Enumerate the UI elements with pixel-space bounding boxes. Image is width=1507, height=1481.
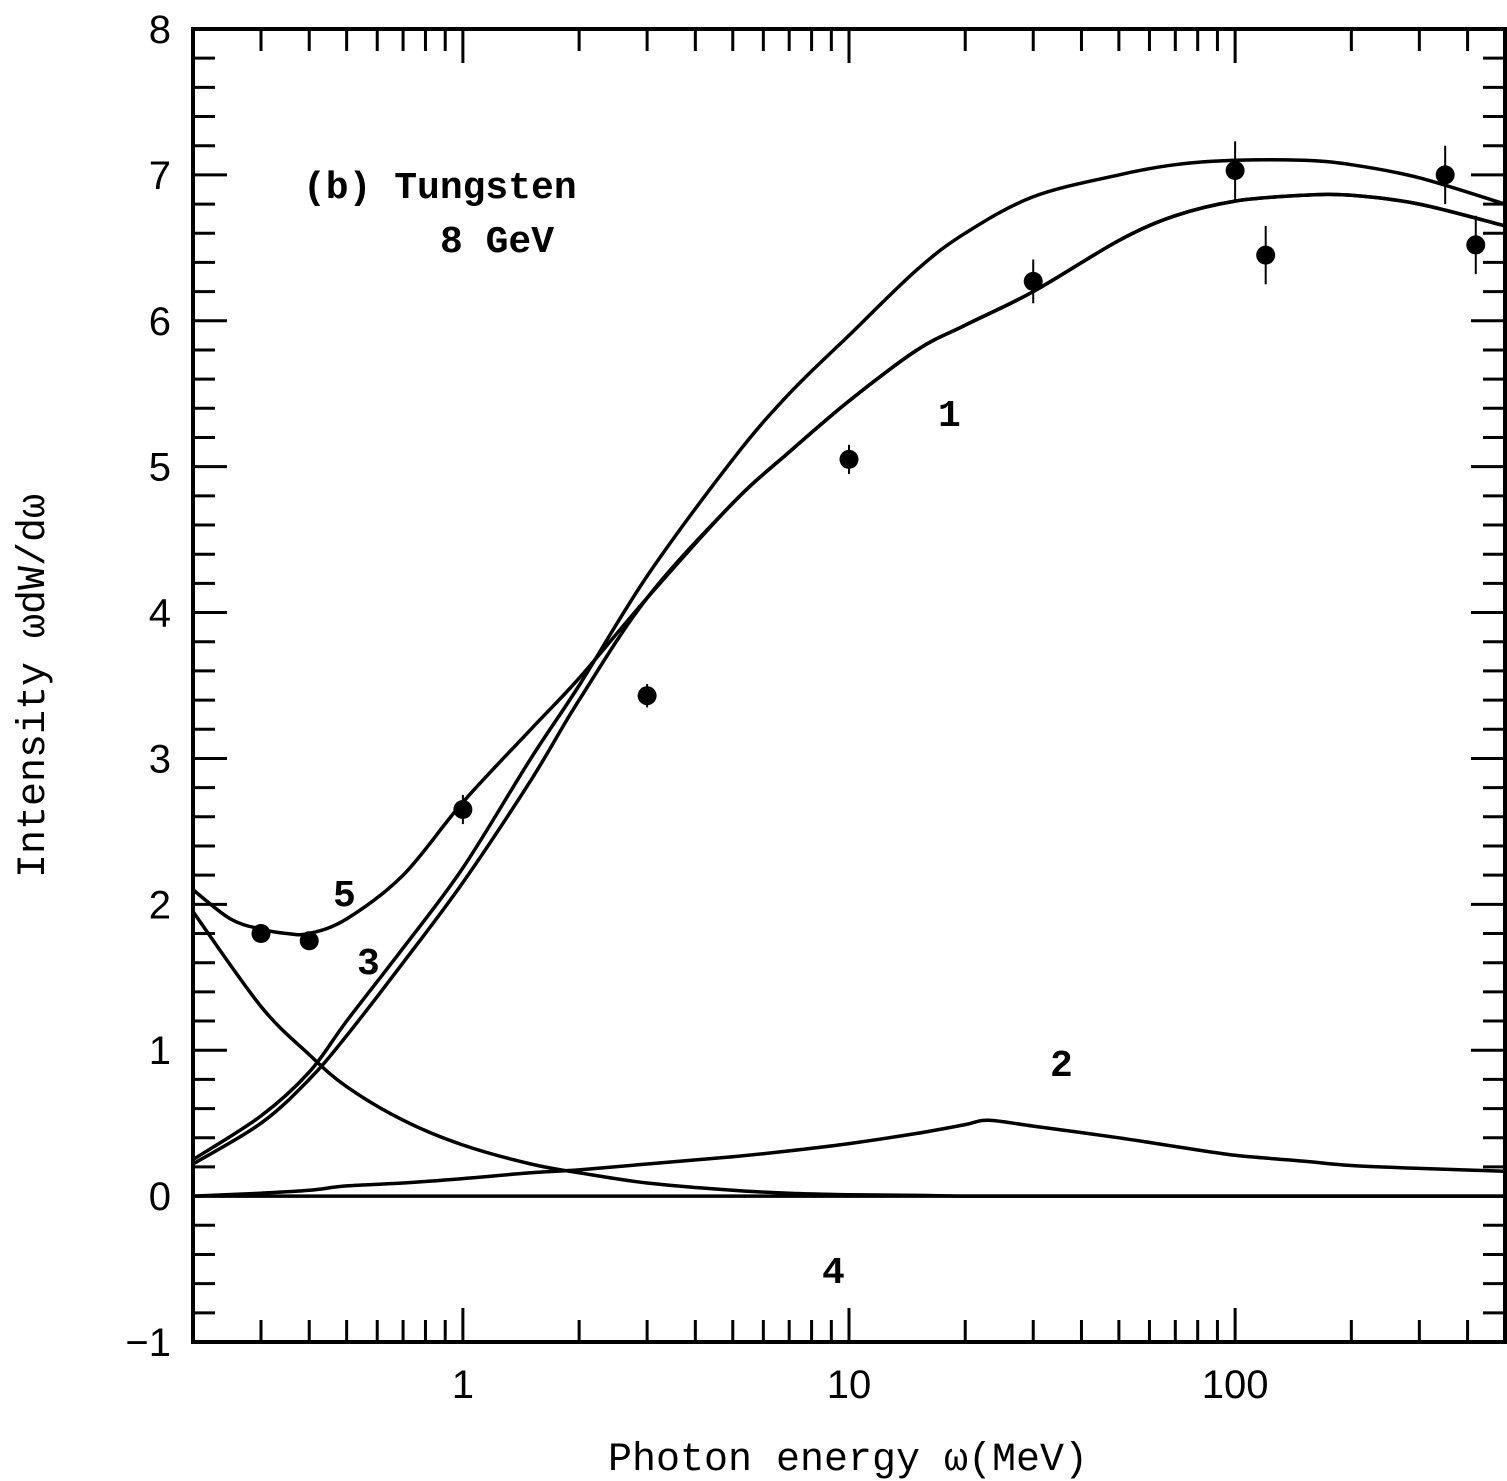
data-point xyxy=(637,686,657,706)
y-tick-label: 5 xyxy=(149,446,171,490)
curve-3-line xyxy=(191,909,1507,1198)
data-point xyxy=(251,924,271,944)
y-axis-title: Intensity ωdW/dω xyxy=(12,494,57,878)
data-point xyxy=(1225,161,1245,181)
y-tick-label: 7 xyxy=(149,154,171,198)
curve-label-1: 1 xyxy=(938,395,961,438)
x-axis-title: Photon energy ω(MeV) xyxy=(608,1438,1088,1481)
curve-upper-line xyxy=(191,158,1507,1162)
data-point xyxy=(1435,165,1455,185)
data-point xyxy=(1256,245,1276,265)
y-tick-label: 3 xyxy=(149,737,171,781)
curve-label-4: 4 xyxy=(822,1252,845,1295)
y-tick-label: −1 xyxy=(125,1321,171,1365)
data-point xyxy=(299,931,319,951)
x-tick-label: 10 xyxy=(827,1363,872,1407)
data-point xyxy=(453,800,473,820)
curve-2-line xyxy=(191,1118,1507,1198)
x-tick-label: 1 xyxy=(452,1363,474,1407)
curve-1-line xyxy=(191,192,1507,1166)
data-point xyxy=(1466,235,1486,255)
x-tick-label: 100 xyxy=(1202,1363,1269,1407)
header-line-1: (b) Tungsten xyxy=(303,167,577,210)
curve-5-line xyxy=(191,192,1507,937)
y-tick-label: 6 xyxy=(149,300,171,344)
header-line-2: 8 GeV xyxy=(440,221,554,264)
y-tick-label: 2 xyxy=(149,883,171,927)
data-point xyxy=(1023,271,1043,291)
curve-label-3: 3 xyxy=(357,943,380,986)
data-point xyxy=(839,449,859,469)
curve-label-2: 2 xyxy=(1050,1045,1073,1088)
y-tick-label: 8 xyxy=(149,8,171,52)
y-tick-label: 4 xyxy=(149,592,171,636)
curve-label-5: 5 xyxy=(333,875,356,918)
y-tick-label: 1 xyxy=(149,1029,171,1073)
y-tick-label: 0 xyxy=(149,1175,171,1219)
